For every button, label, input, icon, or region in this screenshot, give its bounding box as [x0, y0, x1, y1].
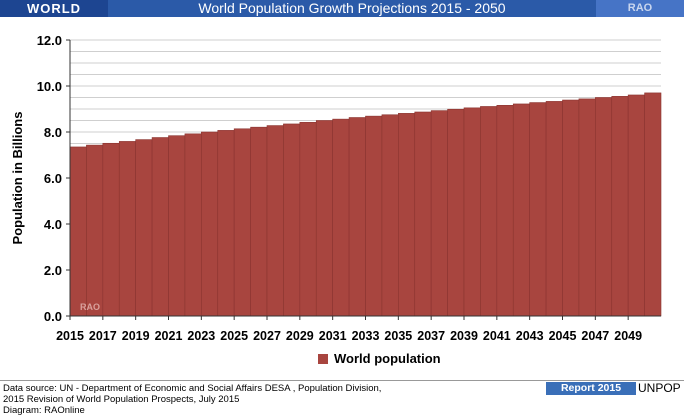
bar-2037 — [430, 110, 448, 317]
x-tick-label: 2031 — [319, 329, 347, 343]
x-tick-label: 2041 — [483, 329, 511, 343]
y-tick-label: 8.0 — [44, 125, 62, 140]
y-tick-label: 12.0 — [37, 33, 62, 48]
x-tick-label: 2015 — [56, 329, 84, 343]
footer: Data source: UN - Department of Economic… — [0, 380, 684, 419]
source-line-1: Data source: UN - Department of Economic… — [3, 383, 382, 394]
bar-2039 — [463, 107, 481, 317]
bar-2049 — [627, 94, 645, 317]
bar-2016 — [86, 144, 104, 317]
x-tick-label: 2033 — [352, 329, 380, 343]
bar-2015 — [69, 146, 87, 317]
y-tick-label: 0.0 — [44, 309, 62, 324]
report-badge: Report 2015 — [546, 382, 636, 395]
bar-2022 — [184, 133, 202, 317]
bar-2046 — [578, 98, 596, 317]
x-tick-label: 2047 — [581, 329, 609, 343]
bar-2044 — [545, 101, 563, 317]
bar-2040 — [480, 106, 498, 317]
bar-2043 — [529, 102, 547, 317]
source-line-3: Diagram: RAOnline — [3, 405, 85, 416]
x-tick-label: 2035 — [384, 329, 412, 343]
y-tick-label: 4.0 — [44, 217, 62, 232]
bar-2023 — [201, 131, 219, 317]
header-bar: WORLD World Population Growth Projection… — [0, 0, 684, 17]
bar-2038 — [447, 108, 465, 317]
y-tick-label: 2.0 — [44, 263, 62, 278]
watermark: RAO — [80, 302, 100, 312]
bar-2021 — [168, 135, 186, 317]
bar-2033 — [365, 115, 383, 317]
bar-2027 — [266, 125, 284, 317]
x-tick-label: 2039 — [450, 329, 478, 343]
data-source: Data source: UN - Department of Economic… — [3, 383, 381, 416]
bar-2041 — [496, 105, 514, 317]
x-tick-label: 2017 — [89, 329, 117, 343]
bar-2034 — [381, 114, 399, 317]
bar-2047 — [595, 97, 613, 317]
bar-2024 — [217, 130, 235, 317]
bar-2032 — [348, 117, 366, 317]
source-line-2: 2015 Revision of World Population Prospe… — [3, 394, 240, 405]
y-tick-label: 6.0 — [44, 171, 62, 186]
x-tick-label: 2029 — [286, 329, 314, 343]
legend-label: World population — [334, 351, 441, 366]
header-right-label: RAO — [596, 0, 684, 17]
x-tick-label: 2043 — [516, 329, 544, 343]
y-tick-label: 10.0 — [37, 79, 62, 94]
bar-2025 — [233, 128, 251, 317]
bar-2028 — [283, 123, 301, 317]
bar-2045 — [562, 99, 580, 317]
bar-2031 — [332, 118, 350, 317]
bar-2048 — [611, 96, 629, 317]
bar-2050 — [644, 92, 662, 317]
x-tick-label: 2045 — [549, 329, 577, 343]
bar-2019 — [135, 139, 153, 317]
x-tick-label: 2037 — [417, 329, 445, 343]
org-label: UNPOP — [638, 381, 681, 395]
page-title: World Population Growth Projections 2015… — [198, 0, 506, 16]
bar-2036 — [414, 111, 432, 317]
x-tick-label: 2023 — [187, 329, 215, 343]
legend-swatch — [318, 354, 328, 364]
y-axis-label: Population in Billions — [10, 112, 25, 245]
bar-2042 — [512, 103, 530, 317]
x-tick-label: 2021 — [155, 329, 183, 343]
x-tick-label: 2025 — [220, 329, 248, 343]
x-tick-label: 2049 — [614, 329, 642, 343]
legend: World population — [318, 351, 441, 366]
bar-2020 — [151, 137, 169, 317]
bar-2026 — [250, 126, 268, 317]
x-tick-label: 2019 — [122, 329, 150, 343]
x-tick-label: 2027 — [253, 329, 281, 343]
bar-2030 — [315, 120, 333, 317]
population-chart: RAO 0.0 2.0 4.0 6.0 8.0 10.0 12.0 2015 2017 2019 20… — [10, 33, 662, 366]
bar-2029 — [299, 122, 317, 317]
bar-2018 — [118, 141, 136, 317]
footer-divider — [0, 380, 684, 381]
bar-2035 — [398, 113, 416, 317]
header-left-label: WORLD — [0, 0, 108, 17]
bar-2017 — [102, 142, 120, 317]
